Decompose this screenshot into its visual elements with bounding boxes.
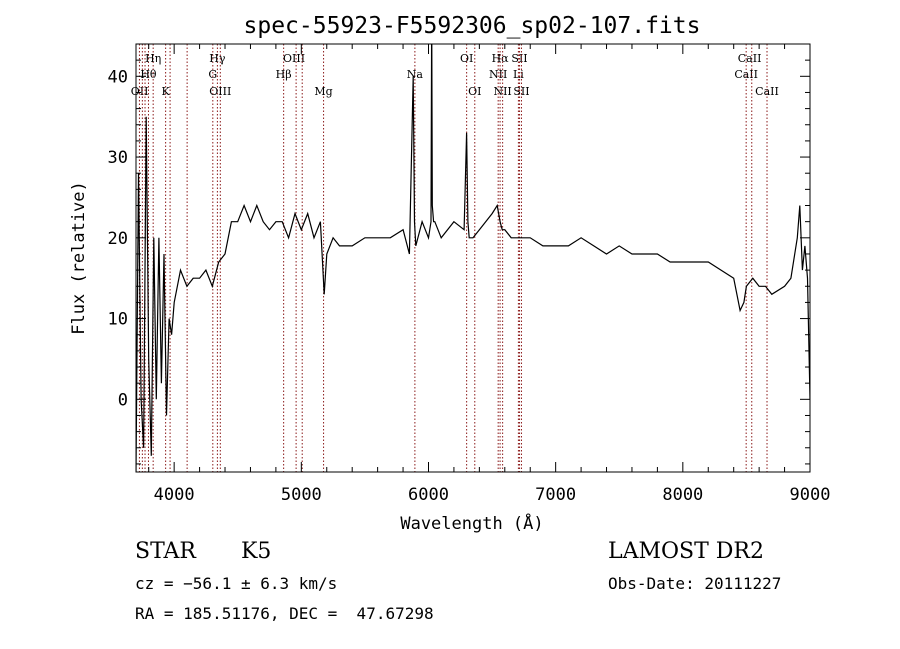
x-tick-label: 9000 xyxy=(790,485,831,505)
line-label: Hη xyxy=(145,52,161,65)
x-tick-label: 7000 xyxy=(535,485,576,505)
line-label: NII xyxy=(493,85,511,98)
y-tick-label: 10 xyxy=(108,310,128,330)
spectrum-line xyxy=(136,44,810,472)
redshift-velocity: cz = −56.1 ± 6.3 km/s xyxy=(135,574,338,593)
axes: 4000 5000 6000 7000 8000 9000 0 10 20 30 40 xyxy=(108,43,831,505)
line-label: NII xyxy=(489,68,507,81)
x-tick-label: 5000 xyxy=(281,485,322,505)
x-tick-label: 4000 xyxy=(154,485,195,505)
line-label: SII xyxy=(513,85,529,98)
plot-frame xyxy=(135,43,811,473)
line-label: OII xyxy=(131,85,149,98)
coordinates: RA = 185.51176, DEC = 47.67298 xyxy=(135,604,434,623)
line-label: Hθ xyxy=(140,68,157,81)
line-label: K xyxy=(162,85,171,98)
line-label: SII xyxy=(511,52,527,65)
line-label: OI xyxy=(468,85,481,98)
observation-date: Obs-Date: 20111227 xyxy=(608,574,782,593)
x-tick-label: 8000 xyxy=(662,485,703,505)
object-class: STAR xyxy=(135,539,196,564)
line-label: Mg xyxy=(314,85,332,98)
line-label: Na xyxy=(407,68,424,81)
emission-line-markers: OIIHθHηKGHγOIIIHβOIIIMgNaOIOINIIHαNIILiS… xyxy=(131,44,779,472)
line-label: G xyxy=(208,68,217,81)
x-axis-label: Wavelength (Å) xyxy=(400,512,543,534)
y-tick-label: 0 xyxy=(118,390,128,410)
spectrum-series xyxy=(136,44,810,472)
y-tick-label: 30 xyxy=(108,148,128,168)
line-label: OIII xyxy=(283,52,305,65)
line-label: Hβ xyxy=(276,68,292,81)
line-label: OI xyxy=(460,52,473,65)
line-label: CaII xyxy=(755,85,779,98)
line-label: CaII xyxy=(738,52,762,65)
line-label: Hγ xyxy=(209,52,226,65)
x-tick-label: 6000 xyxy=(408,485,449,505)
object-subclass: K5 xyxy=(241,539,272,564)
survey-label: LAMOST DR2 xyxy=(608,539,764,564)
y-axis-label: Flux (relative) xyxy=(69,181,89,335)
line-label: CaII xyxy=(734,68,758,81)
line-label: Hα xyxy=(492,52,510,65)
y-tick-label: 20 xyxy=(108,229,128,249)
chart-title: spec-55923-F5592306_sp02-107.fits xyxy=(244,13,701,39)
line-label: OIII xyxy=(209,85,231,98)
line-label: Li xyxy=(513,68,524,81)
y-tick-label: 40 xyxy=(108,67,128,87)
